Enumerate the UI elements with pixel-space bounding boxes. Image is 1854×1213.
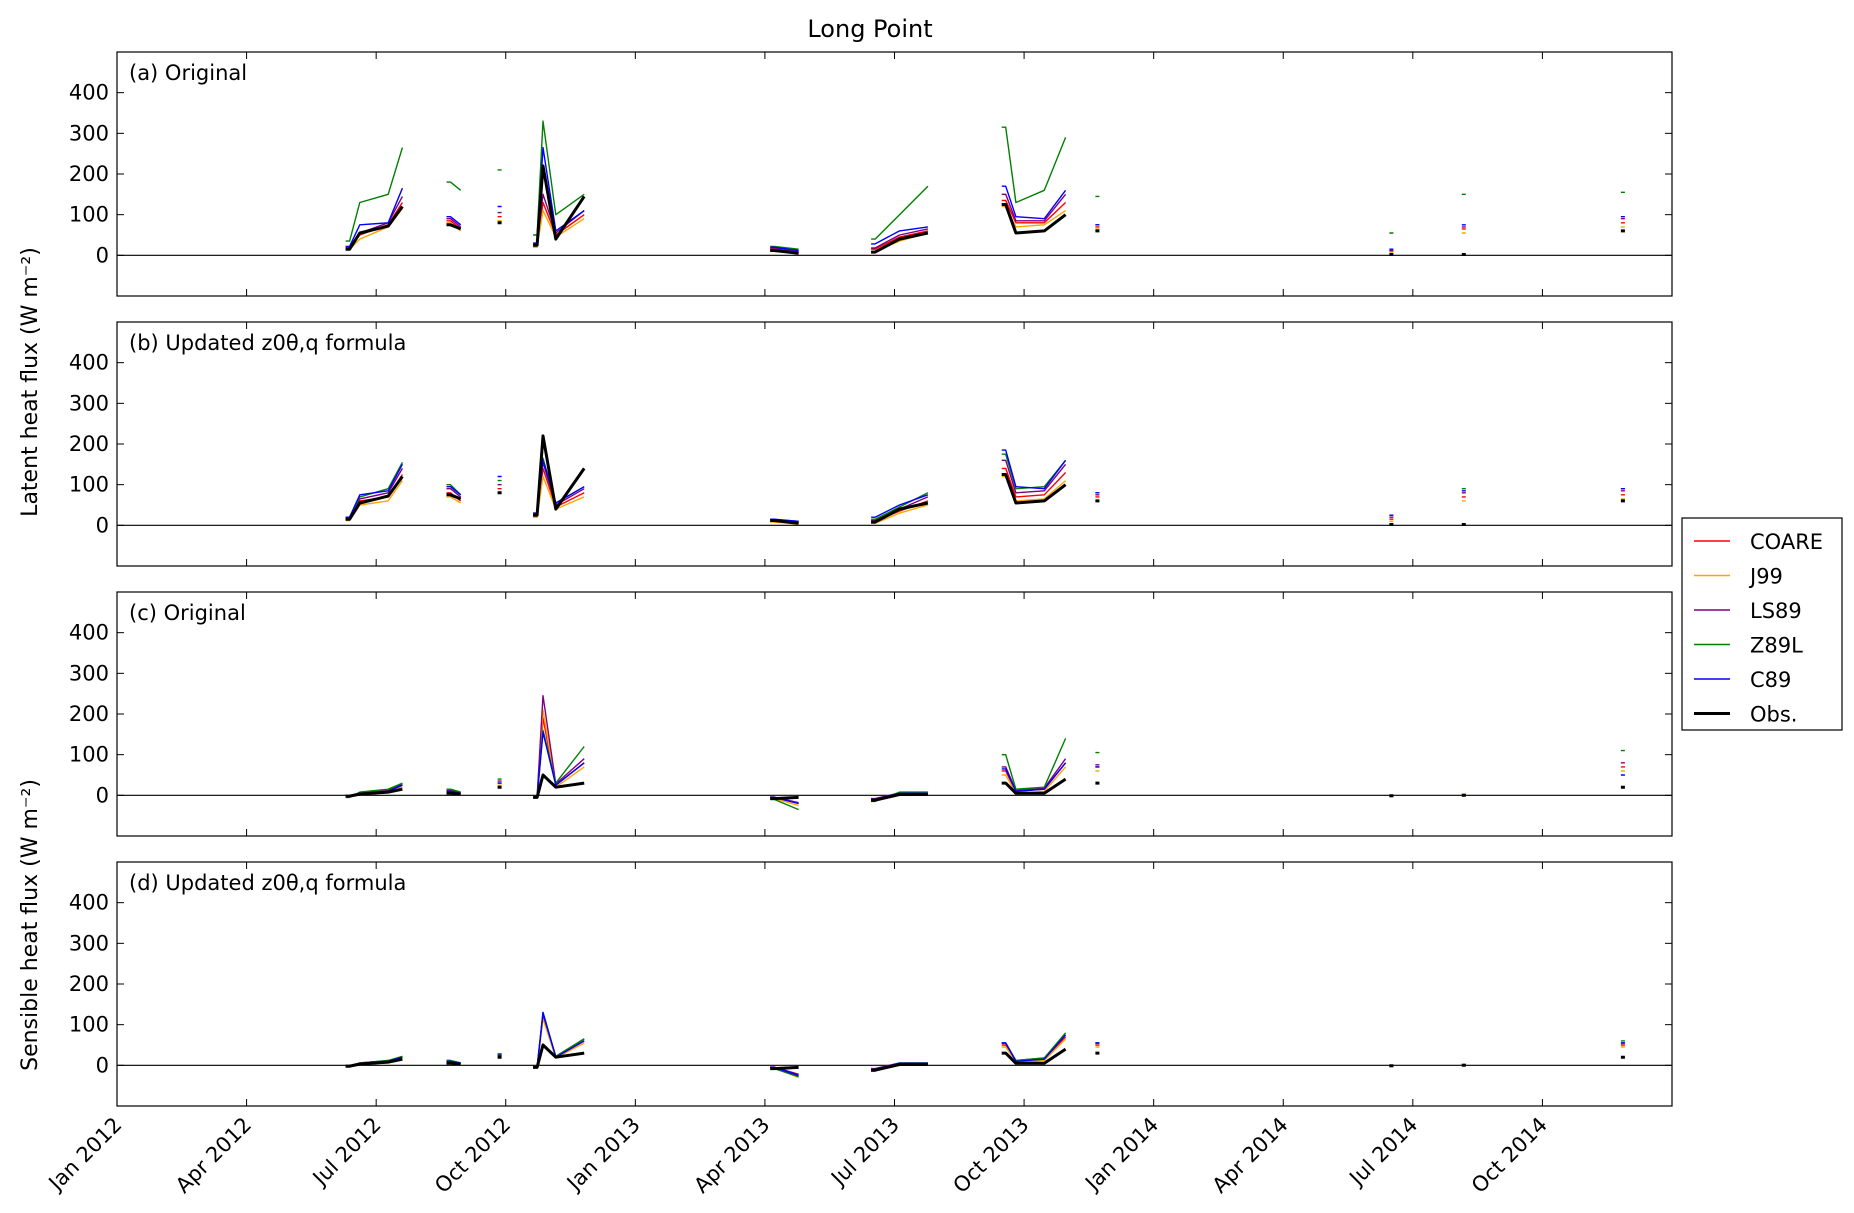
- legend-frame: [1681, 517, 1843, 731]
- panel-label: (b) Updated z0θ,q formula: [129, 331, 406, 355]
- plot-frame: [116, 321, 1673, 567]
- legend-label: C89: [1750, 668, 1791, 692]
- panel-label: (a) Original: [129, 61, 247, 85]
- y-tick-label: 100: [69, 743, 109, 767]
- y-tick-label: 400: [69, 81, 109, 105]
- y-tick-label: 300: [69, 391, 109, 415]
- series-line-obs: [345, 1043, 1625, 1072]
- y-tick-label: 100: [69, 1013, 109, 1037]
- x-tick-label: Jul 2014: [1344, 1113, 1423, 1192]
- panels: 0 100 200 300 400 (a) Original 0 100 200 300 400 (b…: [69, 51, 1673, 1107]
- figure-title: Long Point: [807, 15, 932, 43]
- x-tick-label: Apr 2012: [171, 1113, 256, 1198]
- x-tick-label: Jan 2013: [561, 1113, 645, 1197]
- panel-label: (d) Updated z0θ,q formula: [129, 871, 406, 895]
- x-tick-label: Apr 2014: [1208, 1113, 1293, 1198]
- y-tick-label: 300: [69, 661, 109, 685]
- y-tick-label: 0: [96, 243, 109, 267]
- x-tick-label: Oct 2014: [1467, 1113, 1552, 1198]
- x-tick-label: Jul 2012: [307, 1113, 386, 1192]
- panel-label: (c) Original: [129, 601, 246, 625]
- panel-2: 0 100 200 300 400 (b) Updated z0θ,q formula: [69, 321, 1673, 567]
- y-tick-label: 300: [69, 931, 109, 955]
- series-line-obs: [345, 434, 1625, 526]
- x-axis-ticks: Jan 2012 Apr 2012 Jul 2012 Oct 2012 Jan 2013…: [43, 1113, 1552, 1198]
- y-tick-label: 200: [69, 972, 109, 996]
- x-tick-label: Oct 2013: [948, 1113, 1033, 1198]
- y-tick-label: 100: [69, 203, 109, 227]
- latent-ylabel: Latent heat flux (W m⁻²): [18, 247, 43, 517]
- series-line-c89: [345, 146, 1625, 252]
- y-tick-label: 0: [96, 513, 109, 537]
- legend-label: LS89: [1750, 599, 1802, 623]
- plot-frame: [116, 861, 1673, 1107]
- x-tick-label: Apr 2013: [689, 1113, 774, 1198]
- panel-1: 0 100 200 300 400 (a) Original: [69, 51, 1673, 297]
- legend: COARE J99 LS89 Z89L C89 Obs.: [1681, 517, 1843, 731]
- legend-label: Obs.: [1750, 703, 1797, 727]
- series-line-obs: [345, 164, 1625, 256]
- x-tick-label: Jan 2014: [1079, 1113, 1163, 1197]
- y-tick-label: 400: [69, 621, 109, 645]
- legend-label: COARE: [1750, 530, 1823, 554]
- y-tick-label: 100: [69, 473, 109, 497]
- y-tick-label: 400: [69, 351, 109, 375]
- y-tick-label: 200: [69, 162, 109, 186]
- plot-frame: [116, 591, 1673, 837]
- y-tick-label: 0: [96, 1053, 109, 1077]
- series-line-obs: [345, 773, 1625, 802]
- legend-label: Z89L: [1750, 634, 1803, 658]
- series-line-z89l: [345, 120, 1625, 250]
- panel-4: 0 100 200 300 400 (d) Updated z0θ,q formula: [69, 861, 1673, 1107]
- panel-3: 0 100 200 300 400 (c) Original: [69, 591, 1673, 837]
- y-tick-label: 0: [96, 783, 109, 807]
- y-tick-label: 400: [69, 891, 109, 915]
- plot-frame: [116, 51, 1673, 297]
- x-tick-label: Jul 2013: [825, 1113, 904, 1192]
- y-tick-label: 200: [69, 432, 109, 456]
- x-tick-label: Jan 2012: [43, 1113, 127, 1197]
- y-tick-label: 200: [69, 702, 109, 726]
- legend-label: J99: [1748, 565, 1783, 589]
- sensible-ylabel: Sensible heat flux (W m⁻²): [18, 779, 43, 1071]
- y-tick-label: 300: [69, 121, 109, 145]
- x-tick-label: Oct 2012: [430, 1113, 515, 1198]
